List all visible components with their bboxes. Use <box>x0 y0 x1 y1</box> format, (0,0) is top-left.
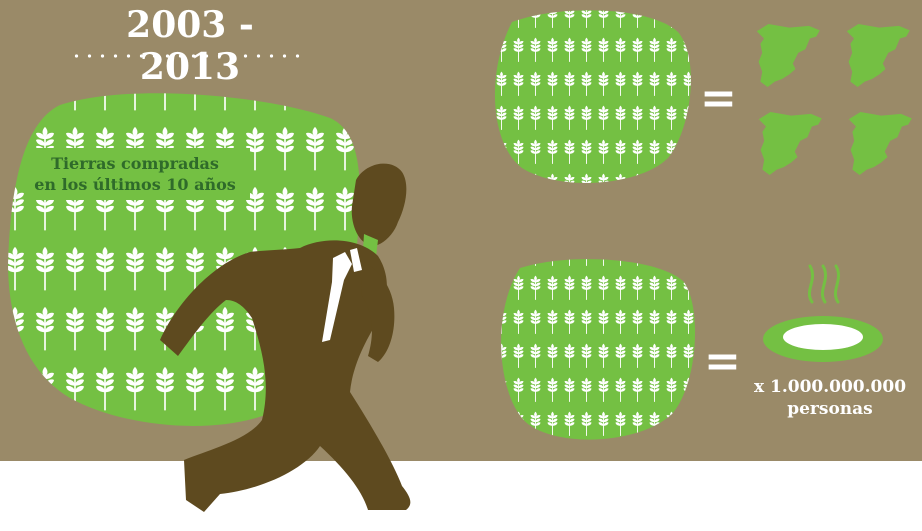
people-count-unit: personas <box>787 399 873 419</box>
spain-map-icon <box>758 112 822 176</box>
soup-plate-icon <box>763 264 883 362</box>
period-title: 2003 - 2013 <box>126 4 254 88</box>
white-floor <box>0 461 922 531</box>
big-field-label: Tierras compradas en los últimos 10 años <box>20 153 250 195</box>
spain-map-icon <box>848 112 912 176</box>
people-count: x 1.000.000.000 personas <box>740 376 920 420</box>
title-dotted-underline <box>70 53 304 59</box>
top-field <box>494 10 691 183</box>
big-field-label-line1: Tierras compradas <box>51 154 219 173</box>
necktie <box>322 252 352 342</box>
bottom-field <box>501 259 696 440</box>
businessman-icon <box>160 163 411 512</box>
people-count-number: x 1.000.000.000 <box>753 377 907 397</box>
equals-sign-top: = <box>700 73 737 124</box>
label-backdrop <box>28 148 250 200</box>
spain-map-icon <box>756 24 820 88</box>
equals-sign-bottom: = <box>704 336 741 387</box>
spain-map-icon <box>846 24 910 88</box>
spain-map-icons <box>756 24 912 176</box>
big-field-label-line2: en los últimos 10 años <box>34 175 236 194</box>
